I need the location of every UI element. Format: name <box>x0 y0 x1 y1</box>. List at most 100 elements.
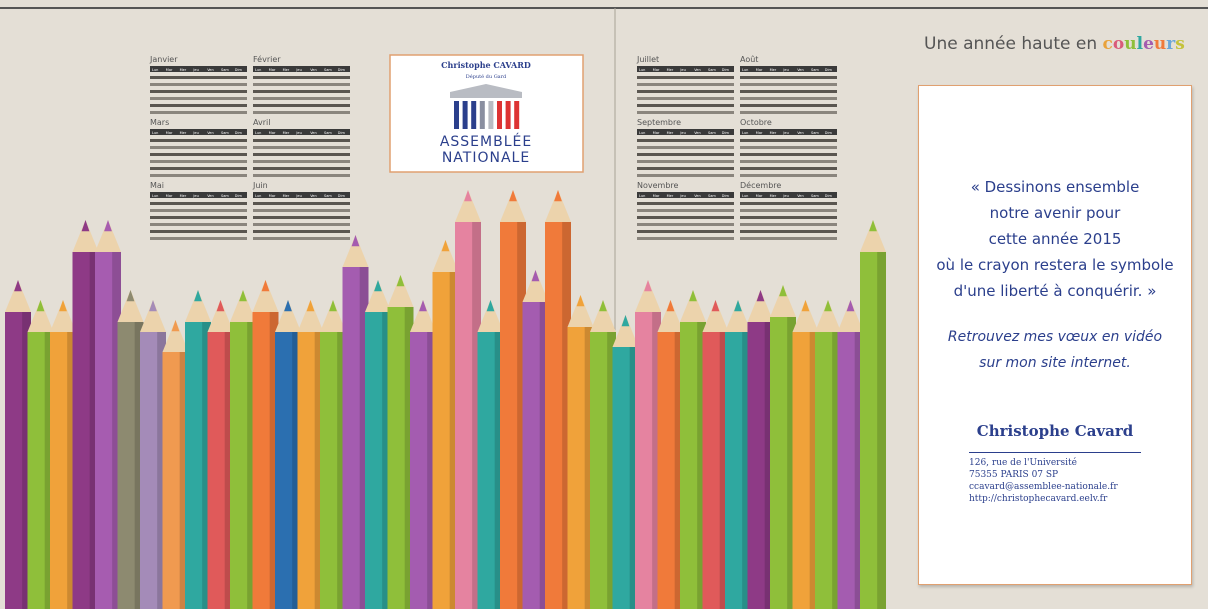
weekday: Mer <box>667 131 674 135</box>
quote-line: cette année 2015 <box>919 226 1191 252</box>
weekday: Lun <box>639 131 645 135</box>
weekday: Mar <box>756 68 763 72</box>
weekday: Lun <box>255 131 261 135</box>
weekday: Mer <box>770 68 777 72</box>
weekday: Sam <box>811 194 819 198</box>
week-row <box>150 139 247 142</box>
week-row <box>740 174 837 177</box>
week-row <box>740 209 837 212</box>
quote-line: « Dessinons ensemble <box>919 174 1191 200</box>
week-row <box>150 230 247 233</box>
weekday: Mer <box>770 194 777 198</box>
weekday: Lun <box>742 68 748 72</box>
week-row <box>740 97 837 100</box>
weekday: Jeu <box>782 68 788 72</box>
weekday: Jeu <box>295 131 301 135</box>
week-row <box>150 202 247 205</box>
logo-column <box>463 101 468 129</box>
signature: Christophe Cavard <box>919 422 1191 440</box>
week-row <box>253 139 350 142</box>
weekday: Dim <box>825 131 833 135</box>
week-row <box>253 223 350 226</box>
week-row <box>740 104 837 107</box>
week-row <box>637 216 734 219</box>
week-row <box>253 146 350 149</box>
weekday: Jeu <box>679 194 685 198</box>
week-row <box>637 160 734 163</box>
title-highlight: couleurs <box>1103 34 1185 54</box>
quote-line: où le crayon restera le symbole <box>919 252 1191 278</box>
quote: « Dessinons ensemblenotre avenir pourcet… <box>919 174 1191 304</box>
page: JanvierLunMarMerJeuVenSamDimFévrierLunMa… <box>0 0 1208 609</box>
weekday: Jeu <box>782 131 788 135</box>
weekday: Lun <box>742 194 748 198</box>
weekday: Jeu <box>679 68 685 72</box>
week-row <box>253 202 350 205</box>
month-name: Mars <box>150 118 169 127</box>
weekday: Jeu <box>192 131 198 135</box>
weekday: Jeu <box>679 131 685 135</box>
week-row <box>253 216 350 219</box>
week-row <box>740 90 837 93</box>
week-row <box>637 223 734 226</box>
weekday: Mer <box>180 68 187 72</box>
week-row <box>637 146 734 149</box>
week-row <box>150 146 247 149</box>
weekday: Ven <box>797 68 804 72</box>
weekday: Sam <box>324 131 332 135</box>
weekday: Dim <box>722 68 730 72</box>
title-letter: c <box>1103 34 1113 54</box>
weekday: Dim <box>338 194 346 198</box>
week-row <box>740 111 837 114</box>
weekday: Dim <box>825 194 833 198</box>
week-row <box>253 237 350 240</box>
weekday: Mer <box>667 194 674 198</box>
title-text: Une année haute en <box>924 34 1097 54</box>
logo-column <box>497 101 502 129</box>
weekday: Mar <box>269 131 276 135</box>
week-row <box>253 230 350 233</box>
weekday: Jeu <box>295 68 301 72</box>
video-line: sur mon site internet. <box>919 350 1191 376</box>
weekday: Ven <box>694 131 701 135</box>
weekday: Sam <box>324 68 332 72</box>
week-row <box>150 104 247 107</box>
weekday: Mer <box>180 194 187 198</box>
weekday: Mar <box>166 131 173 135</box>
week-row <box>740 216 837 219</box>
logo-column <box>454 101 459 129</box>
address: 126, rue de l'Université75355 PARIS 07 S… <box>969 452 1141 505</box>
weekday: Jeu <box>192 194 198 198</box>
weekday: Sam <box>811 131 819 135</box>
pencil-shade <box>877 252 886 609</box>
weekday: Dim <box>235 131 243 135</box>
weekday: Mar <box>756 131 763 135</box>
weekday: Ven <box>797 131 804 135</box>
week-row <box>150 174 247 177</box>
logo-column <box>480 101 485 129</box>
weekday: Mar <box>653 131 660 135</box>
weekday: Sam <box>708 131 716 135</box>
month-name: Décembre <box>740 180 781 190</box>
logo-column <box>488 101 493 129</box>
title-letter: o <box>1113 34 1124 54</box>
weekday: Dim <box>338 131 346 135</box>
week-row <box>740 167 837 170</box>
week-row <box>637 174 734 177</box>
week-row <box>150 223 247 226</box>
weekday: Sam <box>221 131 229 135</box>
weekday: Mar <box>269 194 276 198</box>
logo-column <box>471 101 476 129</box>
week-row <box>253 167 350 170</box>
weekday: Mer <box>770 131 777 135</box>
weekday: Lun <box>639 194 645 198</box>
weekday: Lun <box>255 194 261 198</box>
week-row <box>740 160 837 163</box>
card: Christophe CAVARD Député du Gard ASSEMBL… <box>390 55 583 172</box>
week-row <box>253 90 350 93</box>
month-name: Février <box>253 54 281 64</box>
weekday: Lun <box>152 131 158 135</box>
week-row <box>740 139 837 142</box>
weekday: Ven <box>310 194 317 198</box>
